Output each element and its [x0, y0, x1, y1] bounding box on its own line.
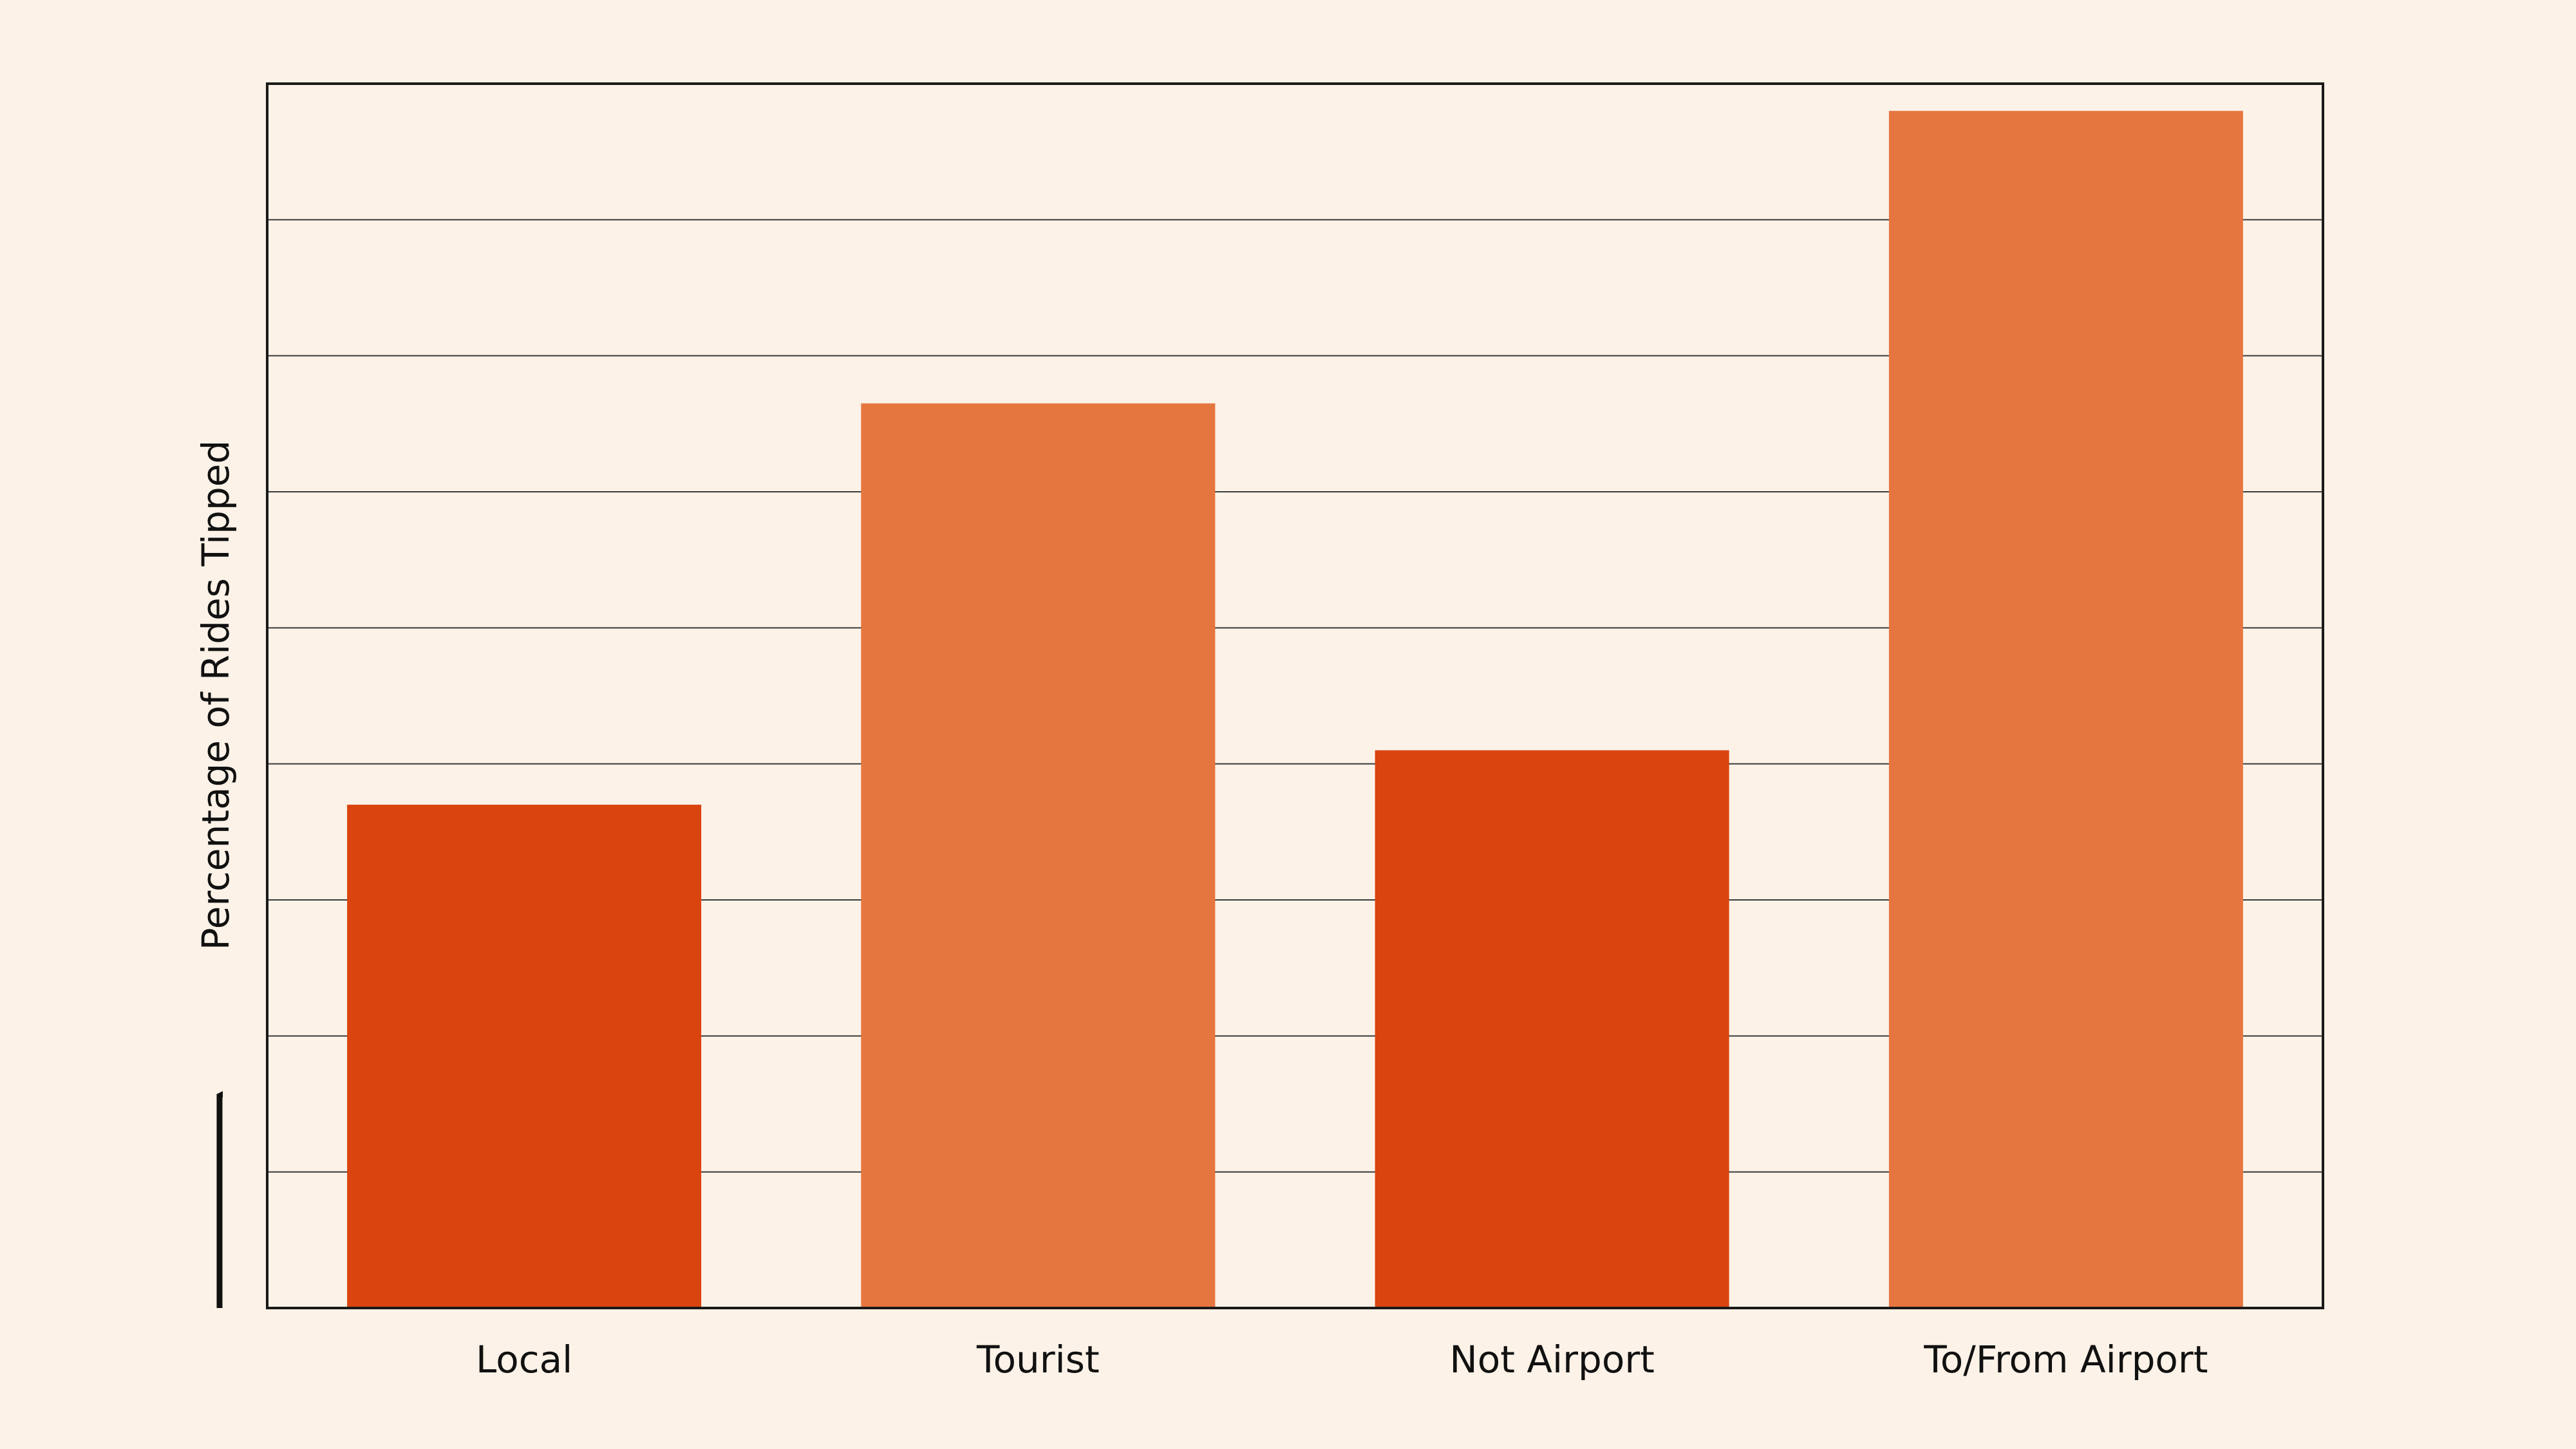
x-tick-label: Tourist — [976, 1338, 1100, 1381]
x-tick-labels: Local Tourist Not Airport To/From Airport — [476, 1338, 2208, 1381]
bar-tourist — [861, 403, 1216, 1309]
plot-frame — [266, 82, 2324, 1309]
bar-to-from-airport — [1888, 111, 2243, 1309]
bars — [347, 111, 2243, 1309]
x-tick-label: Local — [476, 1338, 572, 1381]
y-axis-label: Percentage of Rides Tipped — [194, 440, 238, 951]
x-tick-label: To/From Airport — [1923, 1338, 2208, 1381]
bar-local — [347, 805, 702, 1308]
bar-not-airport — [1375, 750, 1729, 1308]
x-tick-label: Not Airport — [1449, 1338, 1655, 1381]
